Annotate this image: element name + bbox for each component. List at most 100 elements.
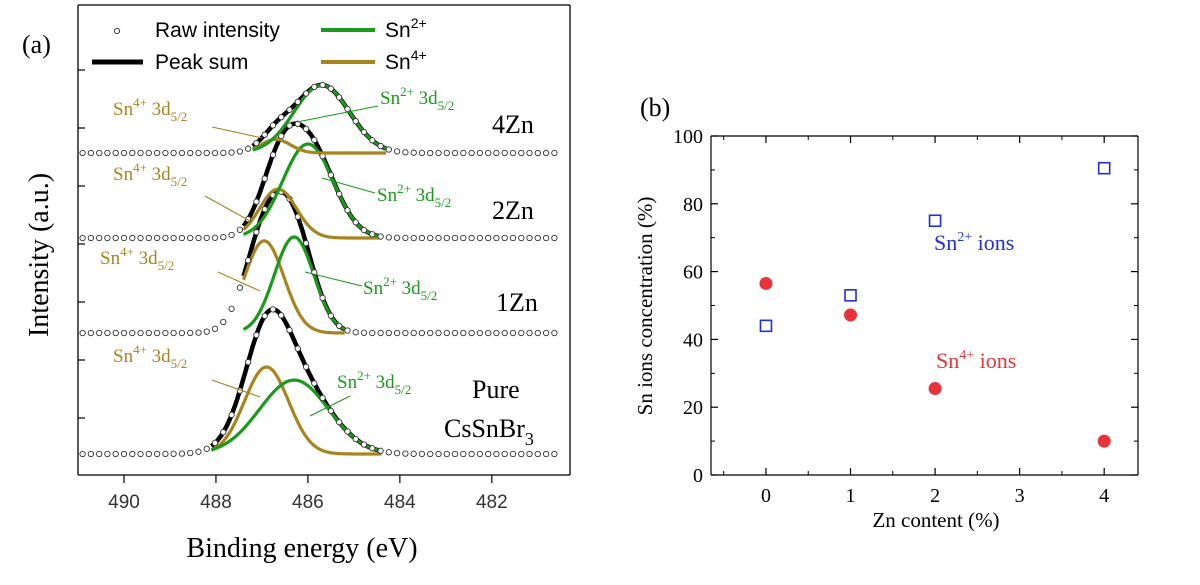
raw-intensity-point	[476, 234, 484, 242]
raw-intensity-point	[418, 450, 426, 458]
raw-intensity-point	[468, 149, 475, 157]
sn4-ions-point	[759, 276, 773, 290]
panel-a: (a) Intensity (a.u.) Binding energy (eV)…	[22, 4, 571, 564]
sn2-component-curve	[210, 378, 382, 453]
raw-intensity-point	[402, 329, 409, 337]
raw-intensity-point	[385, 146, 392, 153]
panel-b-x-tick-label: 3	[1015, 485, 1025, 507]
raw-intensity-point	[518, 234, 525, 242]
sample-label-cssnbr3: CsSnBr3	[444, 414, 534, 449]
raw-intensity-point	[460, 149, 467, 157]
raw-intensity-point	[195, 448, 202, 455]
raw-intensity-point	[79, 234, 86, 242]
panel-a-x-ticks: 490 488 486 484 482	[108, 475, 508, 513]
raw-intensity-point	[87, 149, 95, 157]
raw-intensity-point	[187, 149, 194, 157]
sample-label-2zn: 2Zn	[492, 196, 534, 225]
panel-b-y-tick-label: 80	[683, 194, 703, 216]
sn4-component-curve	[242, 187, 382, 240]
raw-intensity-point	[253, 198, 260, 205]
raw-intensity-point	[162, 234, 169, 242]
raw-intensity-point	[534, 149, 541, 157]
raw-intensity-point	[302, 363, 310, 371]
sn4-component-curve	[242, 239, 345, 335]
raw-intensity-point	[427, 149, 434, 157]
raw-intensity-point	[393, 329, 401, 337]
raw-intensity-point	[137, 234, 144, 242]
raw-intensity-point	[244, 145, 252, 152]
raw-intensity-point	[509, 234, 517, 242]
raw-intensity-point	[385, 449, 392, 456]
panel-a-x-axis-title: Binding energy (eV)	[186, 533, 417, 564]
raw-intensity-point	[112, 329, 119, 337]
sn2-component-curve	[242, 235, 346, 331]
raw-intensity-point	[220, 429, 227, 436]
raw-intensity-point	[120, 149, 128, 157]
raw-intensity-point	[542, 329, 550, 337]
raw-intensity-point	[137, 450, 144, 458]
raw-intensity-point	[203, 445, 210, 452]
raw-intensity-point	[518, 149, 525, 157]
sn4-annotation-2zn: Sn4+ 3d5/2	[113, 160, 187, 189]
raw-intensity-point	[344, 327, 351, 334]
panel-b-ticks: 0 20 40 60 80 100 0 1 2 3 4	[673, 126, 1138, 507]
raw-intensity-point	[269, 151, 277, 158]
raw-intensity-point	[509, 149, 517, 157]
sn4-annotation-4zn: Sn4+ 3d5/2	[113, 95, 187, 124]
raw-intensity-point	[468, 329, 475, 337]
raw-intensity-point	[137, 149, 144, 157]
raw-intensity-point	[311, 83, 318, 91]
raw-intensity-point	[410, 234, 417, 242]
panel-b-x-tick-label: 4	[1099, 485, 1109, 507]
raw-intensity-point	[153, 450, 161, 458]
panel-a-x-tick-label: 488	[200, 492, 232, 513]
raw-intensity-point	[377, 233, 384, 240]
raw-intensity-point	[518, 329, 525, 337]
raw-intensity-point	[211, 149, 219, 157]
raw-intensity-point	[170, 234, 177, 242]
sn2-annotation-4zn: Sn2+ 3d5/2	[380, 84, 454, 113]
raw-intensity-point	[402, 234, 409, 242]
raw-intensity-point	[294, 98, 301, 106]
raw-intensity-point	[145, 149, 152, 157]
legend-peak-sum-label: Peak sum	[155, 51, 248, 74]
sn4-component-curve	[210, 365, 382, 456]
legend-sn2-label: Sn2+	[385, 15, 427, 42]
raw-intensity-point	[443, 234, 450, 242]
raw-intensity-point	[311, 136, 318, 144]
raw-intensity-point	[153, 149, 161, 157]
raw-intensity-point	[228, 411, 235, 419]
raw-intensity-point	[493, 450, 500, 458]
raw-intensity-point	[435, 149, 442, 157]
raw-intensity-point	[294, 345, 301, 352]
raw-intensity-point	[286, 106, 293, 113]
sn2-annotation-1zn: Sn2+ 3d5/2	[363, 274, 437, 303]
panel-b-x-tick-label: 0	[761, 485, 771, 507]
panel-b-points	[759, 161, 1111, 448]
panel-a-y-axis-title: Intensity (a.u.)	[24, 173, 55, 337]
raw-intensity-point	[87, 450, 95, 458]
sn4-annotation-1zn: Sn4+ 3d5/2	[100, 244, 174, 273]
raw-intensity-point	[178, 234, 186, 242]
raw-intensity-point	[153, 329, 161, 337]
raw-intensity-point	[244, 257, 252, 264]
sample-label-4zn: 4Zn	[492, 110, 534, 139]
raw-intensity-point	[418, 329, 426, 337]
raw-intensity-point	[360, 128, 368, 136]
raw-intensity-point	[542, 450, 550, 458]
raw-intensity-point	[443, 450, 450, 458]
raw-intensity-point	[244, 358, 252, 366]
raw-intensity-point	[129, 329, 136, 337]
raw-intensity-point	[319, 81, 326, 89]
raw-intensity-point	[319, 394, 326, 402]
raw-intensity-point	[162, 149, 169, 157]
raw-intensity-point	[352, 435, 359, 443]
raw-intensity-point	[485, 329, 492, 337]
raw-intensity-point	[410, 450, 417, 457]
raw-intensity-point	[493, 234, 500, 242]
raw-intensity-point	[211, 325, 219, 332]
raw-intensity-point	[485, 450, 492, 458]
raw-intensity-point	[468, 450, 475, 458]
raw-intensity-point	[534, 329, 541, 337]
sn4-annotation-pure: Sn4+ 3d5/2	[113, 342, 187, 371]
